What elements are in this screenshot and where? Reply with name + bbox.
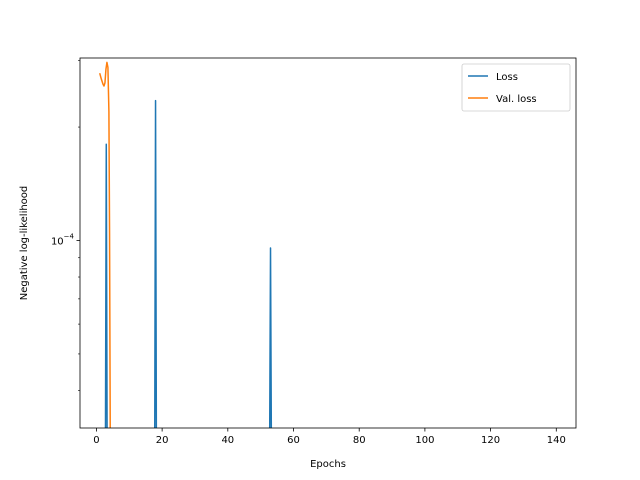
x-axis-label: Epochs xyxy=(310,459,346,470)
val-loss-line xyxy=(98,61,111,428)
x-tick-label-7: 140 xyxy=(547,435,566,446)
legend: Loss Val. loss xyxy=(461,63,571,112)
legend-label-0: Loss xyxy=(496,72,518,83)
plot-area xyxy=(80,58,576,428)
x-tick-label-3: 60 xyxy=(287,435,300,446)
x-tick-label-6: 120 xyxy=(481,435,500,446)
legend-label-1: Val. loss xyxy=(496,94,537,105)
y-axis-label: Negative log-likelihood xyxy=(19,186,30,301)
x-tick-label-4: 80 xyxy=(353,435,366,446)
x-tick-label-5: 100 xyxy=(415,435,434,446)
axes-layer: 0 20 40 60 80 100 120 140 10−4 xyxy=(51,57,577,446)
series-1 xyxy=(98,61,111,428)
y-tick-label-0: 10−4 xyxy=(51,232,75,247)
legend-box xyxy=(461,63,571,112)
loss-spike-2 xyxy=(268,247,273,428)
series-layer xyxy=(98,61,273,428)
x-tick-label-2: 40 xyxy=(221,435,234,446)
x-tick-label-1: 20 xyxy=(156,435,169,446)
loss-spike-0 xyxy=(104,143,108,428)
loss-spike-1 xyxy=(154,99,158,428)
series-0 xyxy=(104,99,273,428)
x-tick-label-0: 0 xyxy=(93,435,99,446)
axes-frame xyxy=(79,57,577,429)
